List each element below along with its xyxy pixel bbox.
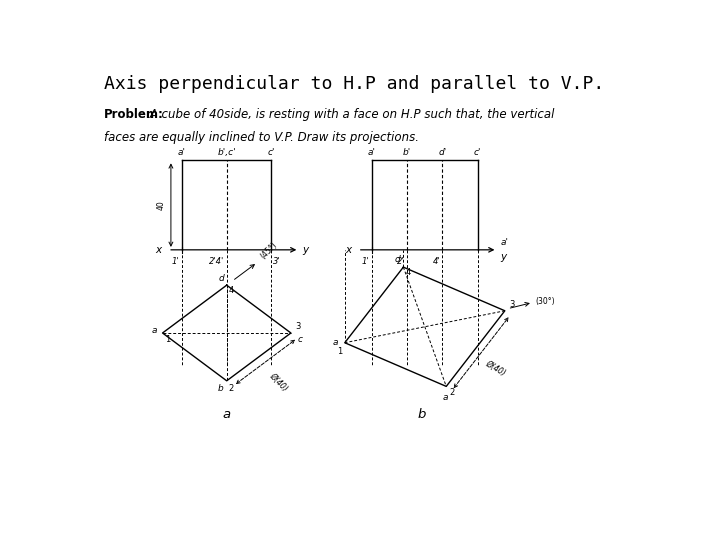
Text: 1': 1' — [362, 258, 369, 266]
Text: d: d — [218, 274, 224, 283]
Text: c': c' — [268, 148, 275, 157]
Text: Ø(40): Ø(40) — [483, 359, 507, 377]
Text: 3: 3 — [509, 300, 515, 309]
Text: 2'4': 2'4' — [209, 258, 224, 266]
Text: a: a — [222, 408, 231, 421]
Text: 1: 1 — [337, 347, 342, 356]
Text: 4: 4 — [229, 286, 234, 295]
Text: 40: 40 — [156, 200, 166, 210]
Text: Axis perpendicular to H.P and parallel to V.P.: Axis perpendicular to H.P and parallel t… — [104, 75, 604, 93]
Text: faces are equally inclined to V.P. Draw its projections.: faces are equally inclined to V.P. Draw … — [104, 131, 419, 144]
Text: a': a' — [178, 148, 186, 157]
Text: 4: 4 — [405, 268, 411, 277]
Text: b: b — [218, 384, 224, 393]
Text: 2: 2 — [449, 388, 454, 397]
Text: c: c — [297, 335, 302, 344]
Text: a': a' — [500, 238, 508, 246]
Text: a: a — [333, 338, 338, 347]
Text: d: d — [395, 255, 400, 264]
Text: Ø(40): Ø(40) — [267, 372, 289, 393]
Text: 1': 1' — [171, 258, 179, 266]
Text: Problem:: Problem: — [104, 109, 164, 122]
Text: 3: 3 — [295, 322, 301, 331]
Text: y: y — [302, 245, 308, 255]
Text: a: a — [151, 326, 157, 335]
Text: y: y — [500, 252, 506, 262]
Text: b': b' — [403, 148, 411, 157]
Text: x: x — [156, 245, 161, 255]
Text: b: b — [418, 408, 426, 421]
Text: (30°): (30°) — [536, 297, 555, 306]
Text: x: x — [345, 245, 351, 255]
Text: b',c': b',c' — [217, 148, 236, 157]
Text: a: a — [442, 393, 448, 402]
Text: d': d' — [438, 148, 446, 157]
Text: A cube of 40side, is resting with a face on H.P such that, the vertical: A cube of 40side, is resting with a face… — [145, 109, 554, 122]
Text: 2: 2 — [228, 384, 233, 393]
Text: (45°): (45°) — [259, 241, 279, 261]
Text: 3': 3' — [273, 258, 281, 266]
Text: 1: 1 — [166, 335, 171, 344]
Text: 2': 2' — [397, 258, 405, 266]
Text: 4': 4' — [433, 258, 440, 266]
Text: c': c' — [474, 148, 482, 157]
Text: a': a' — [368, 148, 376, 157]
